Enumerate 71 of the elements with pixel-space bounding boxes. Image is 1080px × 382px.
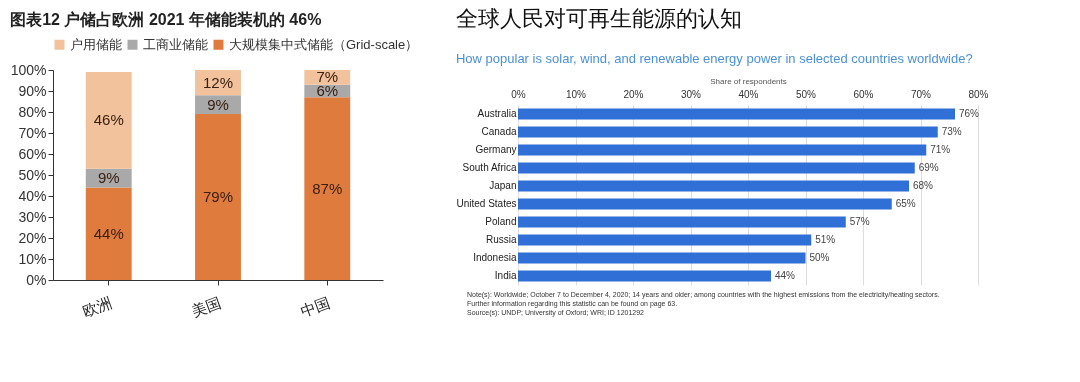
chart-title: 图表12 户储占欧洲 2021 年储能装机的 46% bbox=[10, 11, 322, 28]
x-tick-label: 60% bbox=[853, 88, 874, 100]
data-label: 44% bbox=[775, 270, 796, 281]
bar bbox=[518, 252, 806, 264]
bar bbox=[518, 216, 846, 228]
bar bbox=[518, 126, 938, 138]
data-label: 9% bbox=[97, 169, 120, 187]
y-tick-label: 90% bbox=[18, 82, 47, 99]
y-tick-label: Indonesia bbox=[473, 252, 517, 263]
data-label: 50% bbox=[809, 252, 830, 263]
data-label: 68% bbox=[913, 180, 934, 191]
x-tick-label: 50% bbox=[795, 88, 817, 100]
data-label: 79% bbox=[202, 188, 234, 206]
y-tick-label: 10% bbox=[18, 250, 47, 267]
x-tick-label: 70% bbox=[910, 88, 932, 100]
y-tick-label: Australia bbox=[477, 108, 517, 119]
bar bbox=[518, 162, 915, 174]
legend-label: 户用储能 bbox=[70, 36, 122, 52]
x-tick-label: 40% bbox=[738, 88, 759, 100]
legend-label: 工商业储能 bbox=[143, 36, 208, 52]
data-label: 73% bbox=[941, 126, 962, 137]
bar bbox=[195, 114, 241, 280]
bar bbox=[518, 180, 909, 192]
y-tick-label: 0% bbox=[26, 271, 47, 288]
bar bbox=[304, 97, 351, 280]
data-label: 71% bbox=[930, 144, 951, 155]
chart-title: 全球人民对可再生能源的认知 bbox=[455, 6, 742, 31]
data-label: 69% bbox=[918, 162, 939, 173]
y-tick-label: 40% bbox=[18, 187, 47, 204]
y-tick-label: Poland bbox=[485, 216, 517, 227]
data-label: 9% bbox=[207, 95, 229, 113]
x-tick-label: 20% bbox=[623, 88, 644, 100]
y-tick-label: Russia bbox=[485, 234, 517, 245]
bar bbox=[518, 234, 812, 246]
bar bbox=[518, 108, 955, 120]
data-label: 12% bbox=[202, 73, 234, 91]
x-tick-label: 中国 bbox=[298, 293, 333, 320]
data-label: 87% bbox=[312, 179, 343, 197]
data-label: 51% bbox=[815, 234, 836, 245]
y-tick-label: Japan bbox=[489, 180, 517, 191]
y-tick-label: South Africa bbox=[462, 162, 517, 173]
y-tick-label: United States bbox=[456, 198, 517, 209]
bar bbox=[518, 198, 892, 210]
y-tick-label: 20% bbox=[18, 229, 47, 246]
x-tick-label: 美国 bbox=[189, 293, 224, 320]
data-label: 44% bbox=[93, 224, 124, 242]
data-label: 57% bbox=[849, 216, 870, 227]
y-tick-label: 80% bbox=[18, 103, 47, 120]
data-label: 46% bbox=[93, 111, 124, 129]
chart-subtitle: How popular is solar, wind, and renewable energy power in selected countries worldwide? bbox=[455, 51, 973, 66]
y-tick-label: 60% bbox=[18, 145, 47, 162]
y-tick-label: Canada bbox=[481, 126, 517, 137]
x-tick-label: 80% bbox=[968, 88, 989, 100]
y-tick-label: India bbox=[494, 270, 517, 281]
legend-label: 大规模集中式储能（Grid-scale） bbox=[229, 36, 419, 52]
y-tick-label: 50% bbox=[18, 166, 47, 183]
y-tick-label: 30% bbox=[18, 208, 47, 225]
bar bbox=[85, 72, 132, 169]
x-tick-label: 30% bbox=[680, 88, 702, 100]
x-axis-title: Share of respondents bbox=[710, 76, 787, 86]
x-tick-label: 欧洲 bbox=[79, 293, 114, 320]
bar bbox=[518, 270, 771, 282]
x-tick-label: 0% bbox=[511, 88, 526, 100]
bar bbox=[85, 187, 132, 280]
y-tick-label: 100% bbox=[10, 61, 47, 78]
bar bbox=[518, 144, 927, 156]
x-tick-label: 10% bbox=[565, 88, 587, 100]
y-tick-label: 70% bbox=[18, 124, 47, 141]
data-label: 65% bbox=[895, 198, 916, 209]
y-tick-label: Germany bbox=[475, 144, 517, 155]
data-label: 76% bbox=[959, 108, 980, 119]
